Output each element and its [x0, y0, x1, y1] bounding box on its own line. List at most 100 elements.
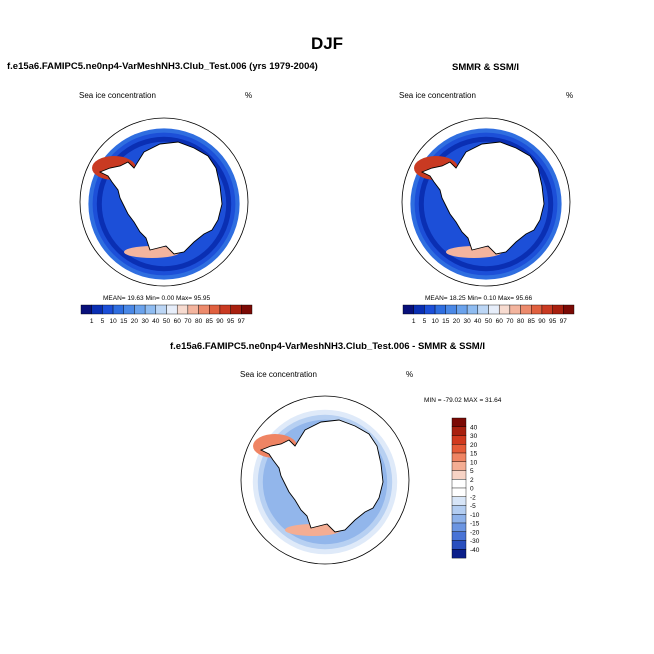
diff-colorbar-swatch: [451, 496, 467, 506]
right-colorbar-tick-label: 90: [538, 318, 546, 325]
left-colorbar-swatch: [187, 304, 199, 315]
right-colorbar-tick-label: 80: [517, 318, 525, 325]
right-colorbar-tick-label: 97: [560, 318, 568, 325]
diff-colorbar-swatch: [451, 470, 467, 480]
left-colorbar-tick-label: 97: [238, 318, 246, 325]
diff-colorbar-swatch: [451, 549, 467, 559]
diff-colorbar-swatch: [451, 514, 467, 524]
left-colorbar-tick-label: 85: [206, 318, 214, 325]
right-colorbar-swatch: [509, 304, 521, 315]
left-colorbar-tick-label: 90: [216, 318, 224, 325]
diff-colorbar-tick-label: 15: [470, 451, 478, 458]
diff-colorbar-tick-label: -10: [470, 512, 480, 519]
bottom-variable-label: Sea ice concentration: [240, 370, 317, 379]
right-panel-boundary: [401, 117, 571, 287]
right-colorbar-swatch: [413, 304, 425, 315]
left-colorbar-tick-label: 10: [109, 318, 117, 325]
left-colorbar-swatch: [166, 304, 178, 315]
diff-colorbar-swatch: [451, 479, 467, 489]
left-panel-title: f.e15a6.FAMIPC5.ne0np4-VarMeshNH3.Club_T…: [7, 61, 318, 72]
diff-colorbar-tick-label: -2: [470, 494, 476, 501]
diff-stats: MIN = -79.02 MAX = 31.64: [424, 397, 502, 404]
right-colorbar-swatch: [466, 304, 479, 315]
diff-colorbar-swatch: [451, 531, 467, 541]
right-colorbar: 1 5 10 15 20 30 40 50 60 70 80 85 90 95 97: [402, 304, 575, 325]
bottom-panel-title: f.e15a6.FAMIPC5.ne0np4-VarMeshNH3.Club_T…: [170, 341, 485, 352]
left-colorbar-swatch: [80, 304, 92, 315]
left-colorbar-tick-label: 80: [195, 318, 203, 325]
right-colorbar-swatch: [520, 304, 532, 315]
diff-colorbar-swatch: [451, 444, 467, 454]
left-colorbar: 1 5 10 15 20 30 40 50 60 70 80 85 90 95 97: [80, 304, 253, 325]
left-colorbar-tick-label: 60: [174, 318, 182, 325]
left-variable-label: Sea ice concentration: [79, 91, 156, 100]
right-colorbar-tick-label: 1: [412, 318, 416, 325]
left-colorbar-swatch: [102, 304, 114, 315]
diff-colorbar-swatch: [451, 417, 467, 428]
left-colorbar-tick-label: 70: [184, 318, 192, 325]
right-colorbar-tick-label: 95: [549, 318, 557, 325]
diff-colorbar-swatch: [451, 505, 467, 515]
left-colorbar-swatch: [91, 304, 103, 315]
right-colorbar-swatch: [424, 304, 436, 315]
right-panel-antarctica: [420, 141, 545, 255]
right-panel-ross-patch: [446, 246, 502, 258]
right-colorbar-swatch: [434, 304, 446, 315]
right-colorbar-swatch: [456, 304, 468, 315]
right-colorbar-tick-label: 15: [442, 318, 450, 325]
left-colorbar-tick-label: 15: [120, 318, 128, 325]
right-variable-label: Sea ice concentration: [399, 91, 476, 100]
right-colorbar-tick-label: 40: [474, 318, 482, 325]
figure-title: DJF: [310, 34, 344, 53]
right-colorbar-swatch: [498, 304, 511, 315]
left-colorbar-tick-label: 30: [141, 318, 149, 325]
diff-colorbar-tick-label: 40: [470, 424, 478, 431]
right-panel-title: SMMR & SSM/I: [452, 62, 520, 73]
right-colorbar-tick-label: 85: [528, 318, 536, 325]
left-stats: MEAN= 19.63 Min= 0.00 Max= 95.95: [103, 295, 211, 302]
diff-panel-boundary: [240, 395, 410, 565]
diff-colorbar-swatch: [451, 540, 467, 550]
diff-colorbar-tick-label: 2: [470, 477, 474, 484]
left-units-label: %: [245, 91, 253, 100]
left-colorbar-tick-label: 5: [101, 318, 105, 325]
left-colorbar-tick-label: 40: [152, 318, 160, 325]
diff-colorbar-swatch: [451, 452, 467, 463]
right-colorbar-swatch: [445, 304, 457, 315]
diff-panel-antarctica: [259, 419, 384, 533]
left-colorbar-swatch: [209, 304, 221, 315]
left-colorbar-tick-label: 1: [90, 318, 94, 325]
diff-panel-map: [240, 395, 410, 565]
right-colorbar-tick-label: 70: [506, 318, 514, 325]
diff-colorbar-tick-label: 30: [470, 433, 478, 440]
diff-colorbar-tick-label: -15: [470, 521, 480, 528]
diff-colorbar-swatch: [451, 522, 467, 533]
diff-colorbar-swatch: [451, 487, 467, 498]
left-panel-boundary: [79, 117, 249, 287]
left-panel-map: [79, 117, 249, 287]
right-colorbar-swatch: [477, 304, 489, 315]
diff-colorbar-tick-label: -40: [470, 547, 480, 554]
diff-colorbar-tick-label: 5: [470, 468, 474, 475]
diff-panel-ross-patch: [285, 524, 341, 536]
right-units-label: %: [566, 91, 574, 100]
left-colorbar-swatch: [241, 304, 253, 315]
diff-colorbar-tick-label: 20: [470, 442, 478, 449]
left-colorbar-tick-label: 95: [227, 318, 235, 325]
left-colorbar-swatch: [176, 304, 189, 315]
left-colorbar-swatch: [219, 304, 231, 315]
diff-colorbar-tick-label: 10: [470, 459, 478, 466]
right-colorbar-tick-label: 20: [453, 318, 461, 325]
right-colorbar-swatch: [402, 304, 414, 315]
diff-colorbar-swatch: [451, 461, 467, 471]
diff-colorbar-tick-label: -30: [470, 538, 480, 545]
left-colorbar-tick-label: 50: [163, 318, 171, 325]
left-colorbar-tick-label: 20: [131, 318, 139, 325]
right-colorbar-swatch: [488, 304, 500, 315]
left-colorbar-swatch: [112, 304, 124, 315]
right-colorbar-swatch: [541, 304, 553, 315]
left-colorbar-swatch: [144, 304, 157, 315]
right-colorbar-tick-label: 60: [496, 318, 504, 325]
